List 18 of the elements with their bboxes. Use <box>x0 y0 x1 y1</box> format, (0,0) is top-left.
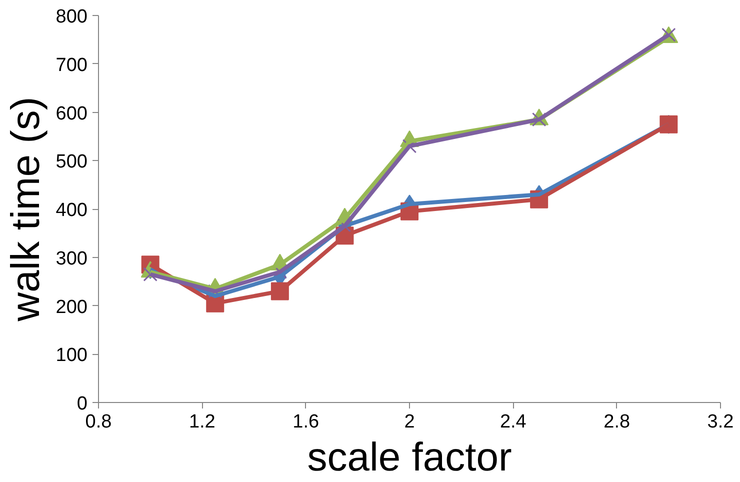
y-tick-label: 400 <box>56 200 88 221</box>
y-axis-title: walk time (s) <box>4 96 48 322</box>
y-tick-label: 300 <box>56 248 88 270</box>
y-tick-label: 800 <box>56 6 88 28</box>
x-tick-label: 0.8 <box>85 412 112 432</box>
y-tick-label: 0 <box>76 394 88 414</box>
y-tick-label: 100 <box>56 345 88 366</box>
x-tick-label: 2.8 <box>604 412 630 432</box>
y-tick-label: 600 <box>56 103 88 124</box>
x-tick-label: 3.2 <box>707 412 734 432</box>
x-tick-label: 1.6 <box>292 412 320 432</box>
x-tick-label: 2.4 <box>500 412 527 432</box>
x-tick-label: 2 <box>404 412 415 432</box>
y-tick-label: 200 <box>56 296 88 318</box>
y-tick-label: 500 <box>56 152 88 173</box>
x-tick-label: 1.2 <box>188 412 216 432</box>
y-tick-label: 700 <box>56 54 88 76</box>
x-axis-title: scale factor <box>307 436 512 480</box>
